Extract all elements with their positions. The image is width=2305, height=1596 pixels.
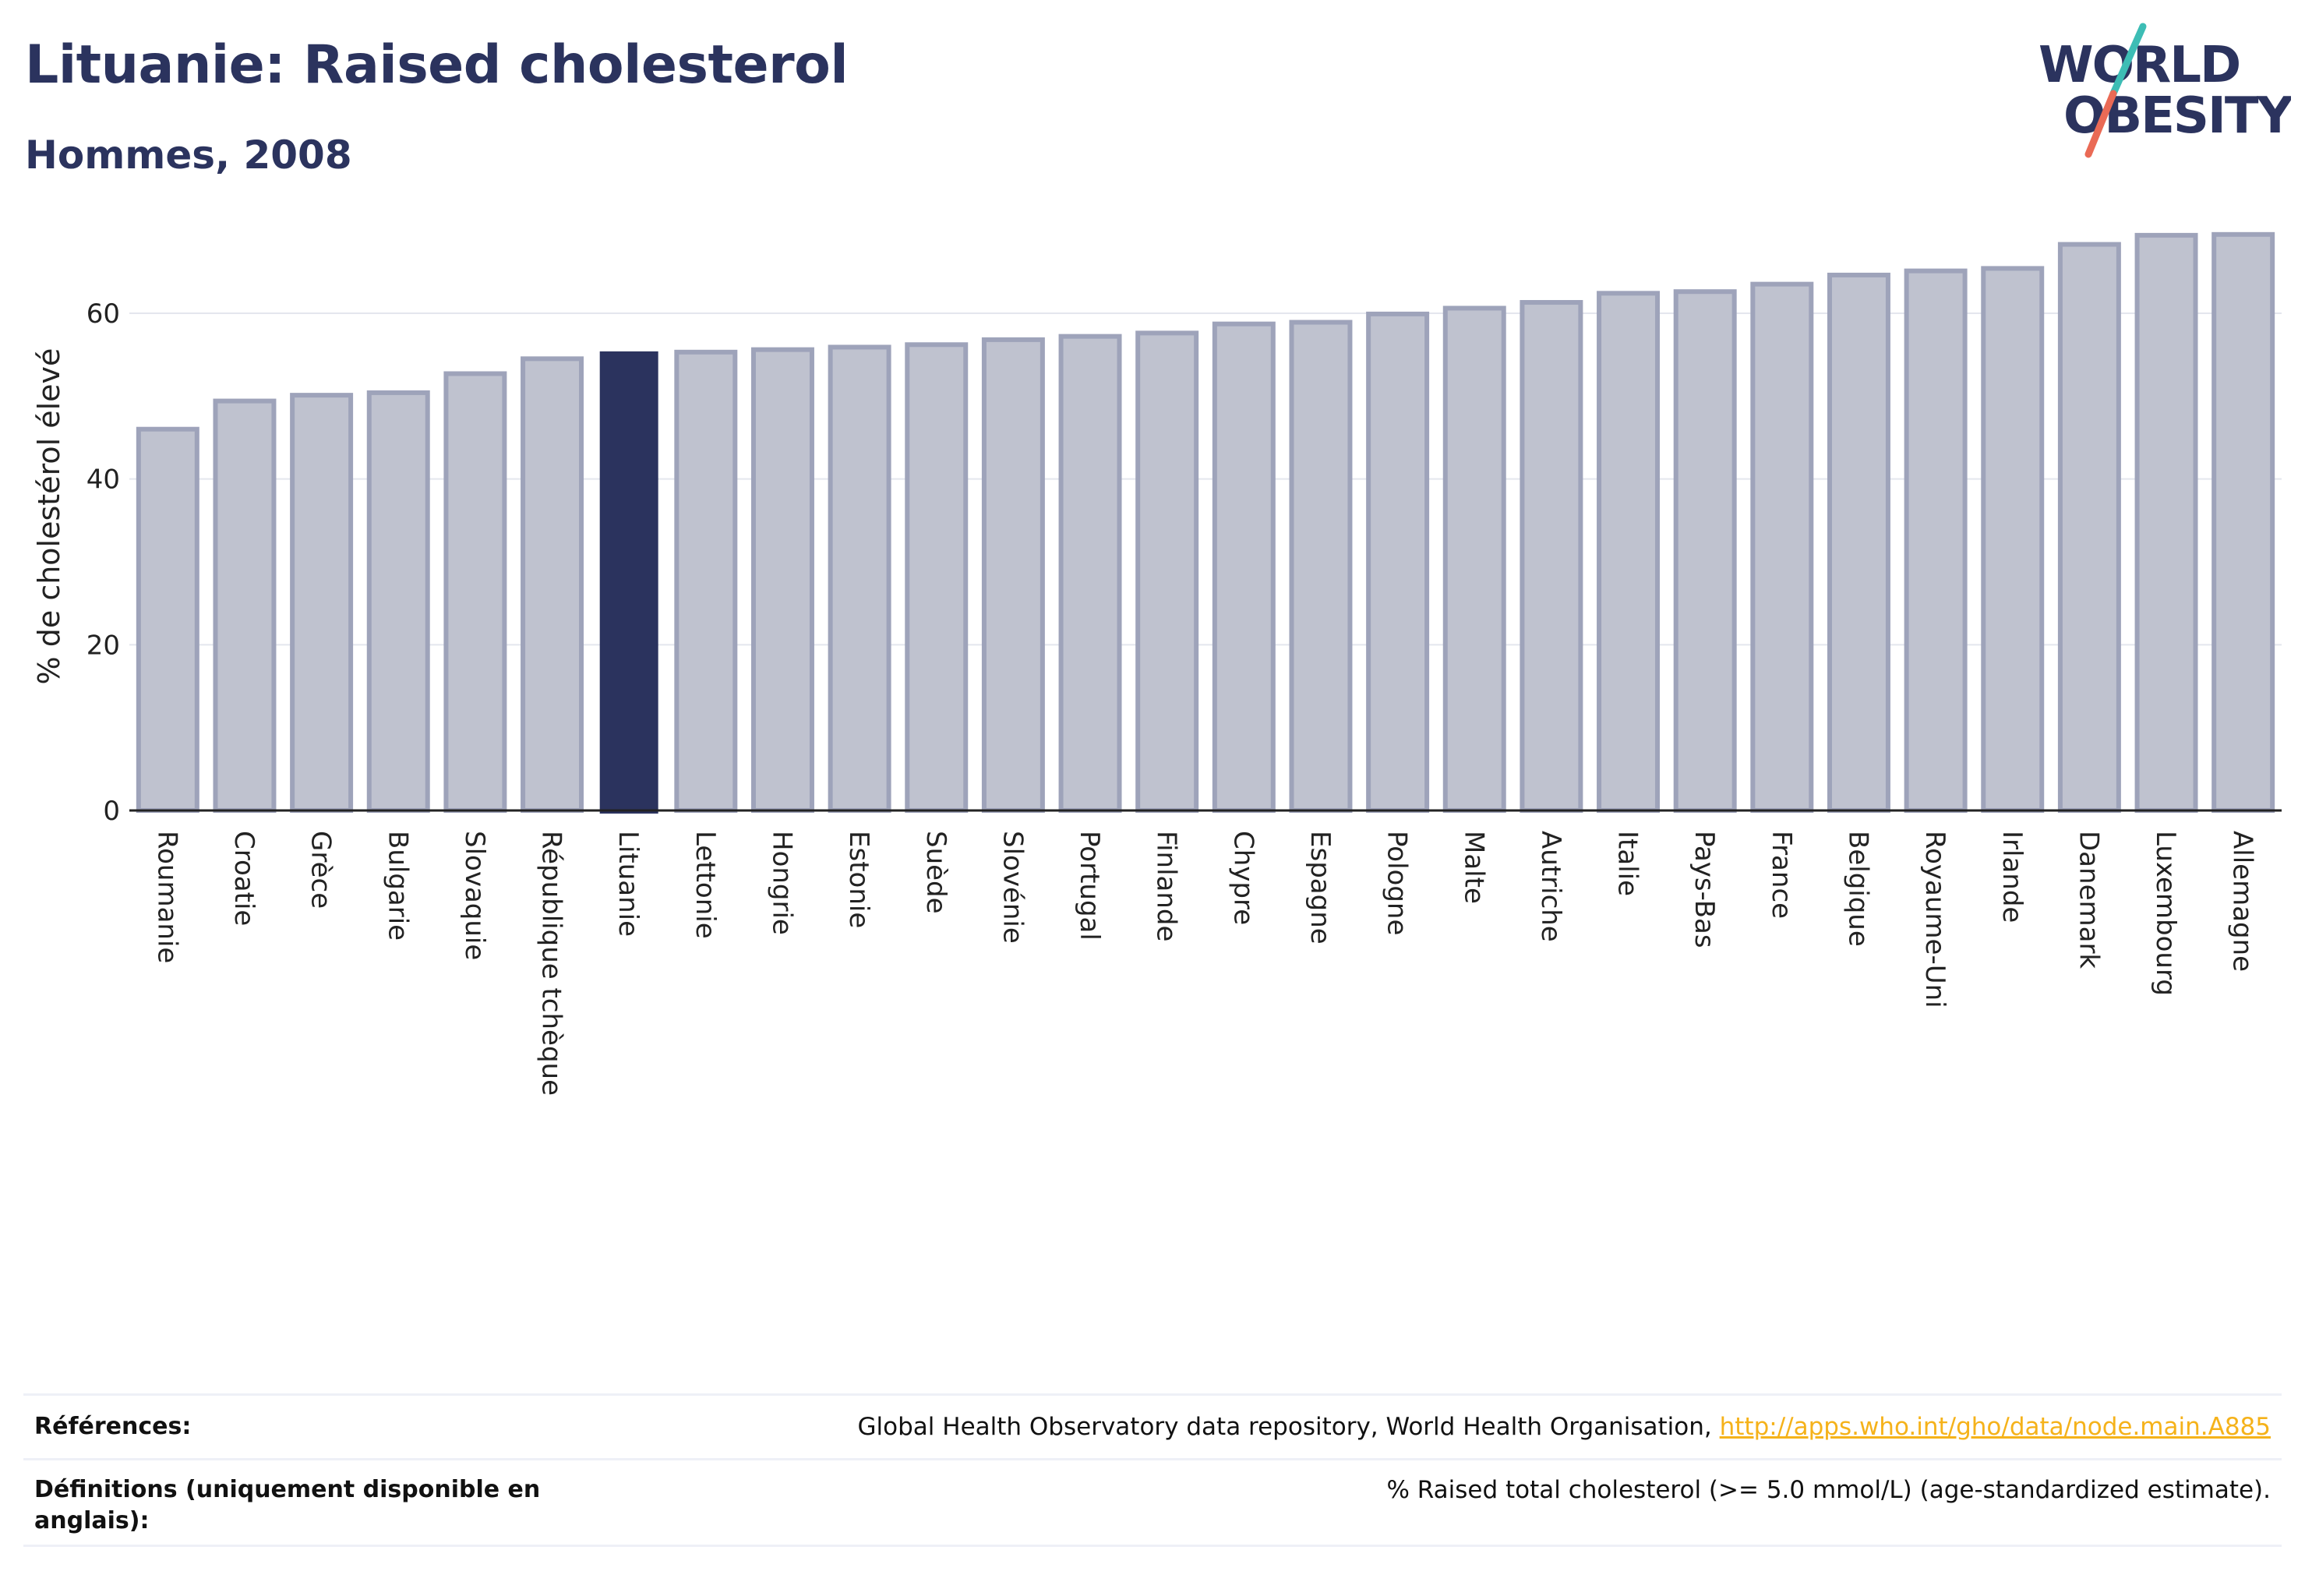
chart-footer: Références: Global Health Observatory da… [23,1393,2282,1547]
x-tick-label: Italie [1612,831,1643,896]
x-tick-label: Malte [1458,831,1489,904]
x-tick-label: Portugal [1074,831,1105,941]
bar [1366,311,1430,813]
bar [1981,266,2045,813]
x-tick-label: République tchèque [536,831,567,1096]
y-tick-label: 0 [103,796,120,827]
x-tick-label: Luxembourg [2150,831,2181,996]
chart-title: Lituanie: Raised cholesterol [25,34,849,96]
x-tick-label: France [1766,831,1797,919]
logo-line1: WORLD [2038,37,2240,94]
x-tick-label: Danemark [2073,831,2104,969]
bar [136,426,199,813]
x-tick-label: Autriche [1535,831,1566,942]
x-tick-label: Irlande [1996,831,2028,923]
bar [828,344,891,813]
bar [2211,231,2275,814]
bar [1750,281,1814,813]
bar [1673,289,1737,813]
bar [443,371,507,814]
bar-chart: 0 20 40 60 % de cholestérol élevé Roumanie Cro… [32,231,2282,1096]
x-tick-label: Belgique [1842,831,1873,947]
x-tick-label: Roumanie [151,831,182,963]
y-tick-label: 20 [86,630,120,661]
definitions-label: Définitions (uniquement disponible en an… [34,1476,541,1534]
x-tick-label: Chypre [1227,831,1258,925]
definitions-value: % Raised total cholesterol (>= 5.0 mmol/… [1386,1476,2271,1504]
x-tick-label: Hongrie [766,831,797,935]
x-tick-label: Espagne [1304,831,1336,945]
bar [1520,300,1583,813]
y-tick-label: 40 [86,464,120,496]
bar [1597,291,1661,814]
x-tick-label: Allemagne [2227,831,2258,972]
x-tick-label: Pays-Bas [1689,831,1720,948]
x-tick-label: Croatie [228,831,259,926]
bar [1058,334,1122,814]
x-tick-label: Pologne [1382,831,1413,935]
y-axis-title: % de cholestérol élevé [32,348,66,685]
x-tick-label: Slovaquie [459,831,490,960]
references-link[interactable]: http://apps.who.int/gho/data/node.main.A… [1719,1413,2271,1441]
logo-slash-teal [2109,23,2147,97]
x-tick-label: Slovénie [997,831,1028,944]
bar [366,390,430,813]
x-tick-label: Grèce [305,831,337,909]
bar [1289,320,1353,814]
x-tick-label: Finlande [1151,831,1182,941]
bar [1827,272,1890,813]
bar [2057,242,2121,813]
x-tick-label: Lituanie [612,831,644,937]
bar [1904,268,1968,813]
x-tick-label: Royaume-Uni [1919,831,1950,1008]
logo-slash-coral [2084,90,2117,158]
x-tick-label: Estonie [843,831,874,928]
x-tick-label: Lettonie [690,831,721,939]
bar [1135,330,1199,813]
bar [674,349,738,814]
bar [1442,305,1506,813]
y-tick-label: 60 [86,298,120,330]
x-tick-label: Bulgarie [382,831,413,941]
world-obesity-logo[interactable]: WORLD OBESITY [2026,16,2291,164]
references-text: Global Health Observatory data repositor… [857,1413,1712,1441]
x-tick-label: Suède [920,831,951,914]
bar [213,398,277,813]
bar [905,342,969,813]
chart-subtitle: Hommes, 2008 [25,132,352,178]
bar [521,356,584,813]
bar [981,337,1045,813]
bar [2134,232,2198,813]
definitions-row: Définitions (uniquement disponible en an… [23,1458,2282,1547]
references-value: Global Health Observatory data repositor… [858,1411,2282,1442]
bar [290,393,354,814]
references-row: Références: Global Health Observatory da… [23,1393,2282,1458]
bar-highlight [599,351,658,814]
references-label: Références: [34,1413,192,1440]
bar [1212,321,1276,813]
bar [750,347,814,813]
